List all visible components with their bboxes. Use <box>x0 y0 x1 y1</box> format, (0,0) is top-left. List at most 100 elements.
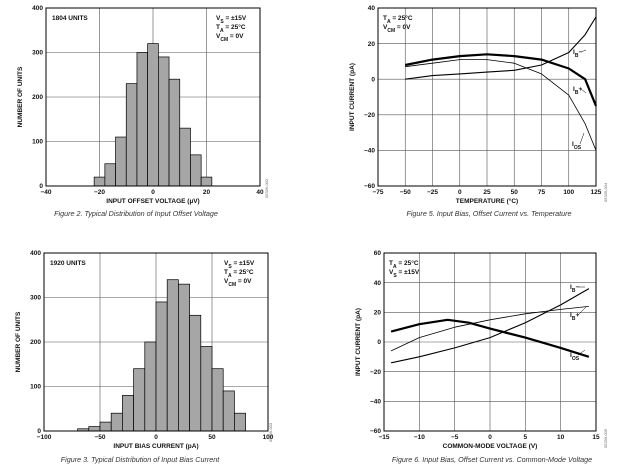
x-tick-label: 100 <box>263 434 274 441</box>
x-tick-label: 10 <box>557 434 565 441</box>
histogram-bar <box>136 52 148 187</box>
y-tick-label: 400 <box>30 250 41 257</box>
x-axis-label: INPUT OFFSET VOLTAGE (µV) <box>106 198 199 205</box>
condition-annotation: VCM = 0V <box>216 33 244 43</box>
series-line <box>405 59 597 151</box>
x-tick-label: 50 <box>208 434 216 441</box>
x-tick-label: 0 <box>151 189 155 196</box>
condition-annotation: VS = ±15V <box>224 260 255 270</box>
histogram-bar <box>133 368 146 432</box>
histogram-bar <box>155 301 168 432</box>
chart-fig5: −75 −50 −25 0 25 50 75 100 125 −60 −40 −20 0 20 40 TEMP… <box>349 5 608 218</box>
condition-annotation: TA = 25°C <box>389 259 419 270</box>
y-axis-label: NUMBER OF UNITS <box>17 66 24 127</box>
y-tick-label: 0 <box>377 339 381 346</box>
series-label-leader <box>577 349 586 356</box>
series-label: IOS <box>572 141 582 151</box>
y-tick-label: 100 <box>32 139 43 146</box>
series-label: IB+ <box>573 86 582 96</box>
plot-border <box>383 252 597 432</box>
figure-caption: Figure 6. Input Bias, Offset Current vs.… <box>392 455 592 464</box>
x-tick-label: 5 <box>524 434 528 441</box>
histogram-bar <box>122 395 134 432</box>
condition-annotation: TA = 25°C <box>216 23 246 34</box>
x-tick-label: 0 <box>154 434 158 441</box>
histogram-bar <box>179 127 191 187</box>
x-tick-label: −50 <box>400 189 411 196</box>
series-label: IB− <box>573 49 582 59</box>
series-line <box>405 16 597 80</box>
x-tick-label: −100 <box>37 434 52 441</box>
histogram-bar <box>93 176 106 187</box>
y-tick-label: −60 <box>364 183 375 190</box>
x-axis-label: INPUT BIAS CURRENT (pA) <box>113 443 198 450</box>
y-tick-label: 0 <box>37 428 41 435</box>
histogram-bar <box>178 283 190 432</box>
histogram-bar <box>110 412 123 432</box>
histogram-bar <box>99 421 112 432</box>
figure-code: 05339-005 <box>603 428 608 448</box>
y-tick-label: 400 <box>32 5 43 12</box>
figure-caption: Figure 3. Typical Distribution of Input … <box>61 455 220 464</box>
series-label-leader <box>580 49 587 53</box>
series-label: IB+ <box>570 312 579 322</box>
y-tick-label: 100 <box>30 384 41 391</box>
histogram-bar <box>88 426 101 432</box>
x-tick-label: −40 <box>40 189 51 196</box>
series-label: IOS <box>570 352 580 362</box>
figure-caption: Figure 2. Typical Distribution of Input … <box>54 209 218 218</box>
x-axis-label: COMMON-MODE VOLTAGE (V) <box>443 443 538 450</box>
histogram-bar <box>144 341 157 432</box>
y-axis-label: INPUT CURRENT (pA) <box>355 308 362 376</box>
y-tick-label: 0 <box>371 76 375 83</box>
plot-border <box>45 7 261 187</box>
histogram-bar <box>211 368 224 432</box>
x-tick-label: 0 <box>488 434 492 441</box>
x-tick-label: 15 <box>592 434 600 441</box>
figure-code: 05339-003 <box>268 422 273 442</box>
y-tick-label: 60 <box>374 250 382 257</box>
condition-annotation: VCM = 0V <box>224 278 252 288</box>
x-tick-label: −15 <box>378 434 389 441</box>
histogram-bar <box>125 83 138 187</box>
y-tick-label: 20 <box>374 310 382 317</box>
histogram-bar <box>222 390 235 432</box>
series-line <box>390 288 590 364</box>
series-line <box>390 318 590 358</box>
x-tick-label: 40 <box>256 189 264 196</box>
x-tick-label: −50 <box>94 434 105 441</box>
histogram-bar <box>200 346 213 432</box>
y-tick-label: −40 <box>370 399 381 406</box>
figure-code: 05339-004 <box>603 182 608 202</box>
units-annotation: 1804 UNITS <box>52 15 88 22</box>
units-annotation: 1920 UNITS <box>50 260 86 267</box>
condition-annotation: VCM = 0V <box>383 24 411 34</box>
y-tick-label: 40 <box>368 5 376 12</box>
condition-annotation: VS = ±15V <box>216 15 247 25</box>
condition-annotation: TA = 25°C <box>383 14 413 25</box>
histogram-bar <box>189 314 202 432</box>
histogram-bar <box>234 412 246 432</box>
x-tick-label: 50 <box>511 189 519 196</box>
figure-code: 05339-002 <box>264 178 269 198</box>
histogram-bar <box>104 163 116 187</box>
series-label: IB− <box>570 284 579 294</box>
plot-border <box>377 7 597 187</box>
x-tick-label: −20 <box>94 189 105 196</box>
plot-border <box>43 252 269 432</box>
y-tick-label: −20 <box>370 369 381 376</box>
y-tick-label: −20 <box>364 112 375 119</box>
x-tick-label: 75 <box>538 189 546 196</box>
histogram-bar <box>147 43 159 187</box>
chart-fig6: −15 −10 −5 0 5 10 15 −60 −40 −20 0 20 40 60 COMMON-MOD… <box>355 250 608 464</box>
x-tick-label: 100 <box>563 189 574 196</box>
x-tick-label: −75 <box>372 189 383 196</box>
series-label-leader <box>580 88 587 94</box>
y-tick-label: 200 <box>30 339 41 346</box>
series-label-leader <box>579 132 585 145</box>
y-tick-label: 300 <box>30 295 41 302</box>
x-tick-label: 20 <box>203 189 211 196</box>
